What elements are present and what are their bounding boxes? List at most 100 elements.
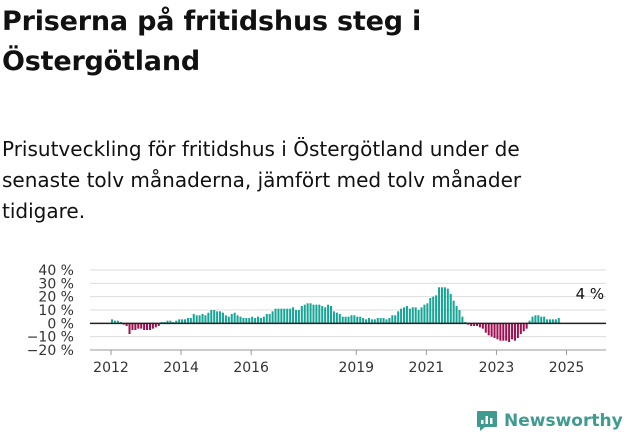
bar xyxy=(303,304,306,324)
bar xyxy=(379,318,382,324)
bar xyxy=(134,323,137,330)
bar xyxy=(184,319,187,324)
bar xyxy=(306,303,309,324)
x-tick-label: 2019 xyxy=(338,360,374,376)
bar xyxy=(265,314,268,324)
bar xyxy=(537,315,540,324)
bar xyxy=(373,319,376,324)
bar xyxy=(312,304,315,324)
bar xyxy=(470,323,473,326)
bar xyxy=(259,318,262,324)
bar xyxy=(443,287,446,324)
bar xyxy=(292,307,295,324)
bar xyxy=(519,323,522,334)
bar-chart: 40 %30 %20 %10 %0 %−10 %−20 % 2012 2014 20… xyxy=(27,263,606,376)
x-tick-label: 2023 xyxy=(479,360,515,376)
x-tick-label: 2021 xyxy=(409,360,445,376)
bar xyxy=(125,323,128,326)
bar xyxy=(554,319,557,324)
bar xyxy=(493,323,496,338)
bar xyxy=(181,319,184,324)
bar xyxy=(405,306,408,324)
bar xyxy=(192,314,195,324)
bar xyxy=(452,300,455,324)
bar xyxy=(233,312,236,324)
chart-title: Priserna på fritidshus steg i Östergötla… xyxy=(2,6,422,77)
bar xyxy=(245,318,248,324)
bar xyxy=(411,307,414,324)
bar xyxy=(286,308,289,324)
bar xyxy=(207,312,210,324)
bar xyxy=(315,304,318,324)
bar xyxy=(213,310,216,324)
bar xyxy=(435,295,438,324)
y-tick-label: 10 % xyxy=(38,303,74,319)
bar xyxy=(151,323,154,329)
bar xyxy=(175,320,178,324)
bar xyxy=(280,308,283,324)
bar xyxy=(432,296,435,324)
bar xyxy=(525,323,528,329)
bar xyxy=(154,323,157,328)
bar xyxy=(365,319,368,324)
bars xyxy=(111,287,560,342)
bar xyxy=(262,316,265,324)
bar xyxy=(370,319,373,324)
bar xyxy=(350,315,353,324)
bar xyxy=(367,318,370,324)
bar xyxy=(516,323,519,338)
bar xyxy=(362,318,365,324)
bar xyxy=(511,323,514,340)
bar xyxy=(178,319,181,324)
bar xyxy=(499,323,502,341)
bar xyxy=(327,304,330,324)
bar xyxy=(496,323,499,340)
bar xyxy=(289,308,292,324)
x-axis-ticks: 2012 2014 2016 2019 2021 2023 2025 xyxy=(93,350,584,376)
y-tick-label: 20 % xyxy=(38,290,74,306)
bar xyxy=(473,323,476,326)
bar xyxy=(116,320,119,324)
y-axis-labels: 40 %30 %20 %10 %0 %−10 %−20 % xyxy=(27,263,74,359)
y-tick-label: −20 % xyxy=(27,343,74,359)
bar xyxy=(230,314,233,324)
bar xyxy=(283,308,286,324)
bar xyxy=(353,315,356,324)
bar xyxy=(557,318,560,324)
bar xyxy=(297,310,300,324)
bar xyxy=(143,323,146,330)
bar xyxy=(189,318,192,324)
bar xyxy=(484,323,487,333)
bar xyxy=(455,306,458,324)
bar xyxy=(198,315,201,324)
bar xyxy=(391,315,394,324)
bar xyxy=(210,310,213,324)
bar xyxy=(476,323,479,326)
bar xyxy=(461,316,464,324)
newsworthy-logo: Newsworthy xyxy=(476,408,623,434)
bar xyxy=(481,323,484,329)
bar xyxy=(359,316,362,324)
bar xyxy=(224,315,227,324)
brand-name: Newsworthy xyxy=(504,411,623,431)
bar xyxy=(543,316,546,324)
bar xyxy=(166,320,169,324)
bar xyxy=(113,320,116,324)
bar xyxy=(254,318,257,324)
bar xyxy=(338,314,341,324)
bar xyxy=(201,314,204,324)
bar xyxy=(146,323,149,330)
bar xyxy=(257,316,260,324)
bar xyxy=(111,319,114,324)
bar xyxy=(438,287,441,324)
bar xyxy=(449,294,452,324)
bar xyxy=(294,310,297,324)
bar xyxy=(248,318,251,324)
bar xyxy=(534,315,537,324)
bar xyxy=(385,319,388,324)
x-tick-label: 2012 xyxy=(93,360,129,376)
bar xyxy=(239,316,242,324)
bar xyxy=(271,311,274,324)
y-tick-label: 0 % xyxy=(47,316,74,332)
bar xyxy=(128,323,131,334)
